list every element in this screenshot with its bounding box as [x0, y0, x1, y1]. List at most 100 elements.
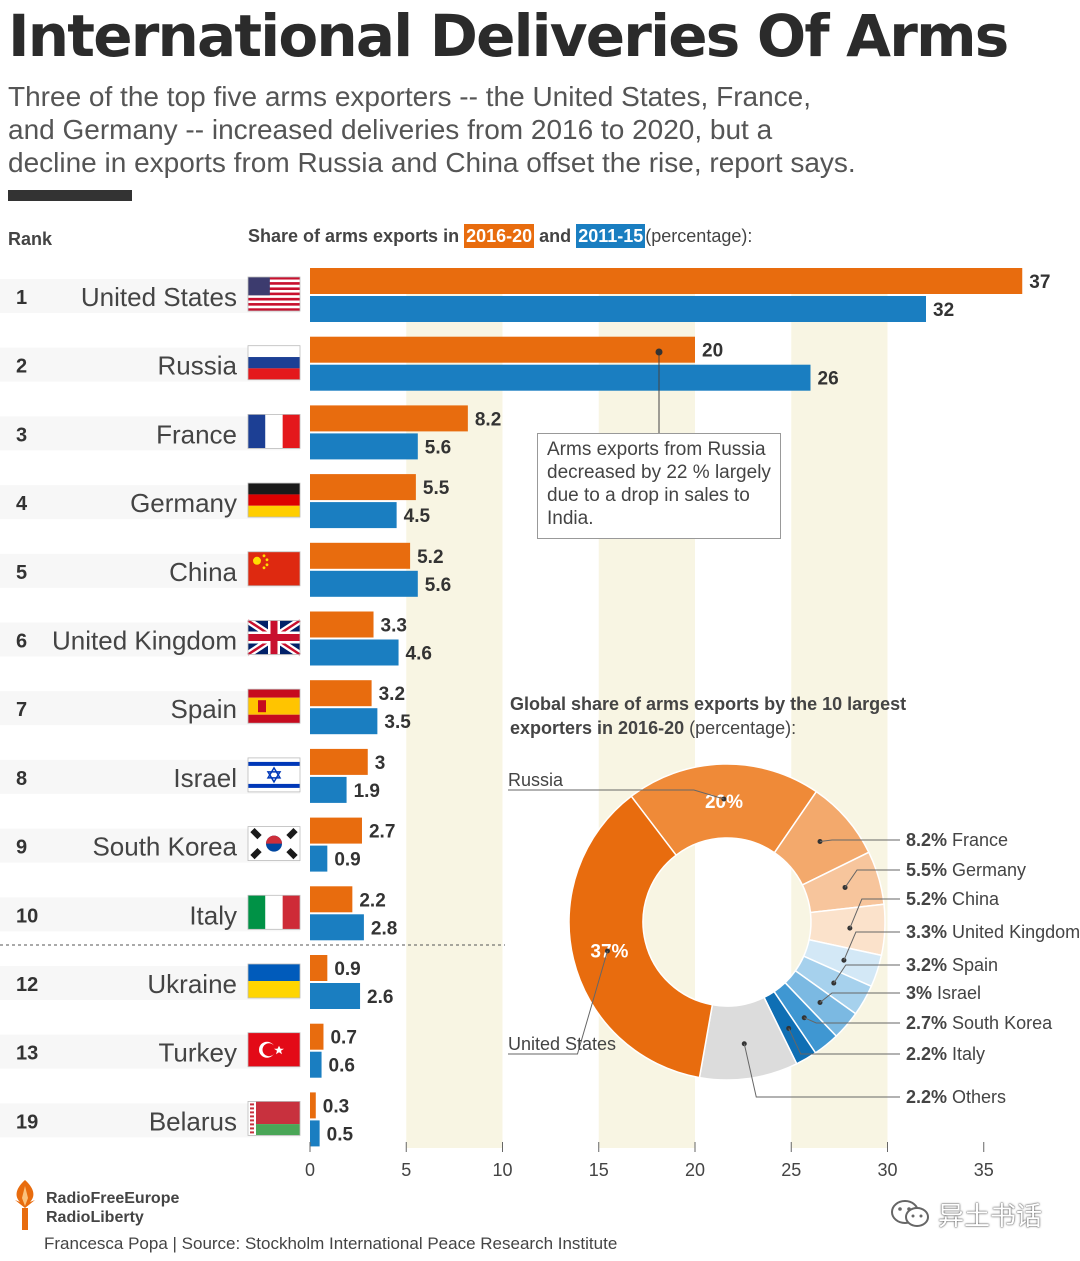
- value-label-2016-20: 0.9: [334, 959, 360, 980]
- rank-number: 10: [16, 905, 38, 927]
- bar-2016-20: [310, 542, 411, 569]
- rank-number: 13: [16, 1043, 38, 1065]
- value-label-2011-15: 5.6: [425, 575, 451, 596]
- bar-row: 12 Ukraine 0.9 2.6: [0, 955, 393, 1009]
- title-rule: [8, 190, 132, 201]
- rferl-logo: RadioFreeEurope RadioLiberty: [10, 1178, 210, 1232]
- bar-row: 8 Israel 3 1.9: [0, 748, 386, 803]
- bar-2016-20: [310, 1092, 316, 1119]
- x-tick-label: 25: [781, 1160, 801, 1180]
- pie-leader-line: [804, 1017, 900, 1024]
- page-subtitle: Three of the top five arms exporters -- …: [8, 81, 856, 178]
- x-tick-label: 15: [589, 1160, 609, 1180]
- value-label-2016-20: 37: [1029, 272, 1050, 293]
- russia-flag-icon: [247, 345, 301, 381]
- value-label-2016-20: 0.7: [330, 1028, 356, 1049]
- rank-number: 12: [16, 974, 38, 996]
- value-label-2016-20: 2.7: [369, 822, 395, 843]
- bar-2011-15: [310, 433, 418, 460]
- pie-leader-line: [508, 789, 725, 800]
- rank-number: 3: [16, 424, 27, 446]
- pie-leader-line: [508, 950, 608, 1055]
- grid-band: [406, 268, 503, 1148]
- logo-line-2: RadioLiberty: [46, 1209, 144, 1226]
- country-label: China: [169, 557, 237, 587]
- country-label: United Kingdom: [52, 626, 237, 656]
- bar-row: 10 Italy 2.2 2.8: [0, 886, 397, 941]
- bar-row: 4 Germany 5.5 4.5: [0, 474, 450, 529]
- pie-header: Global share of arms exports by the 10 l…: [510, 692, 930, 740]
- pie-outer-label: 3.3% United Kingdom: [906, 922, 1080, 942]
- pie-outer-label: Russia: [508, 770, 564, 790]
- bar-2011-15: [310, 364, 811, 391]
- pie-outer-label: 8.2% France: [906, 830, 1008, 850]
- pie-outer-label: 2.2% Italy: [906, 1044, 985, 1064]
- country-label: Turkey: [159, 1038, 238, 1068]
- bar-2016-20: [310, 886, 353, 913]
- logo-line-1: RadioFreeEurope: [46, 1190, 180, 1207]
- turkey-flag-icon: [247, 1032, 301, 1068]
- rank-number: 2: [16, 356, 27, 378]
- x-tick-label: 10: [492, 1160, 512, 1180]
- pie-outer-label: 3.2% Spain: [906, 955, 998, 975]
- pie-outer-label: 5.2% China: [906, 889, 1000, 909]
- rank-number: 1: [16, 287, 27, 309]
- value-label-2011-15: 4.5: [404, 506, 431, 527]
- value-label-2011-15: 0.6: [329, 1056, 355, 1077]
- period-2016-tag: 2016-20: [464, 224, 535, 248]
- ukraine-flag-icon: [247, 963, 301, 999]
- bar-2016-20: [310, 817, 362, 844]
- country-label: France: [156, 419, 237, 449]
- bar-2011-15: [310, 708, 378, 735]
- pie-header-light: (percentage):: [689, 718, 797, 738]
- israel-flag-icon: [247, 757, 301, 793]
- share-header-suffix: (percentage):: [645, 226, 753, 246]
- bar-row: 1 United States 37 32: [0, 268, 1050, 322]
- rank-number: 7: [16, 699, 27, 721]
- x-tick-label: 35: [974, 1160, 994, 1180]
- bar-2016-20: [310, 268, 1023, 294]
- bar-2011-15: [310, 1120, 320, 1147]
- source-credit: Francesca Popa | Source: Stockholm Inter…: [44, 1234, 618, 1253]
- rank-number: 8: [16, 768, 27, 790]
- x-tick-label: 0: [305, 1160, 315, 1180]
- south-korea-flag-icon: [247, 826, 301, 861]
- value-label-2011-15: 32: [933, 300, 954, 321]
- country-label: Russia: [158, 351, 238, 381]
- bar-2011-15: [310, 502, 397, 529]
- pie-outer-label: United States: [508, 1034, 616, 1054]
- pie-leader-line: [833, 964, 900, 984]
- bar-2016-20: [310, 336, 695, 363]
- page-title: International Deliveries Of Arms: [8, 2, 1009, 70]
- share-header-conj: and: [539, 226, 572, 246]
- pie-leader-line: [819, 992, 900, 1003]
- bar-2011-15: [310, 296, 926, 322]
- bar-2011-15: [310, 776, 347, 803]
- value-label-2016-20: 5.5: [423, 478, 450, 499]
- belarus-flag-icon: [247, 1101, 301, 1136]
- rank-number: 5: [16, 562, 27, 584]
- value-label-2016-20: 3: [375, 753, 386, 774]
- pie-leader-line: [843, 931, 900, 961]
- country-label: Ukraine: [147, 969, 237, 999]
- country-label: South Korea: [92, 832, 237, 862]
- bar-row: 5 China 5.2 5.6: [0, 542, 451, 597]
- watermark: 异土书话: [938, 1201, 1043, 1231]
- country-label: United States: [81, 282, 237, 312]
- country-label: Spain: [171, 694, 238, 724]
- uk-flag-icon: [246, 617, 302, 658]
- pie-leader-line: [819, 839, 900, 843]
- bar-2011-15: [310, 845, 328, 872]
- bar-2011-15: [310, 914, 364, 941]
- value-label-2011-15: 2.8: [371, 918, 397, 939]
- country-label: Italy: [189, 900, 237, 930]
- value-label-2011-15: 4.6: [406, 644, 432, 665]
- rank-number: 6: [16, 631, 27, 653]
- rank-number: 19: [16, 1111, 38, 1133]
- bar-row: 9 South Korea 2.7 0.9: [0, 817, 395, 872]
- share-header: Share of arms exports in 2016-20 and 201…: [248, 224, 753, 248]
- x-tick-label: 20: [685, 1160, 705, 1180]
- bar-row: 2 Russia 20 26: [0, 336, 839, 391]
- value-label-2016-20: 2.2: [359, 890, 385, 911]
- pie-leader-line: [743, 1043, 900, 1098]
